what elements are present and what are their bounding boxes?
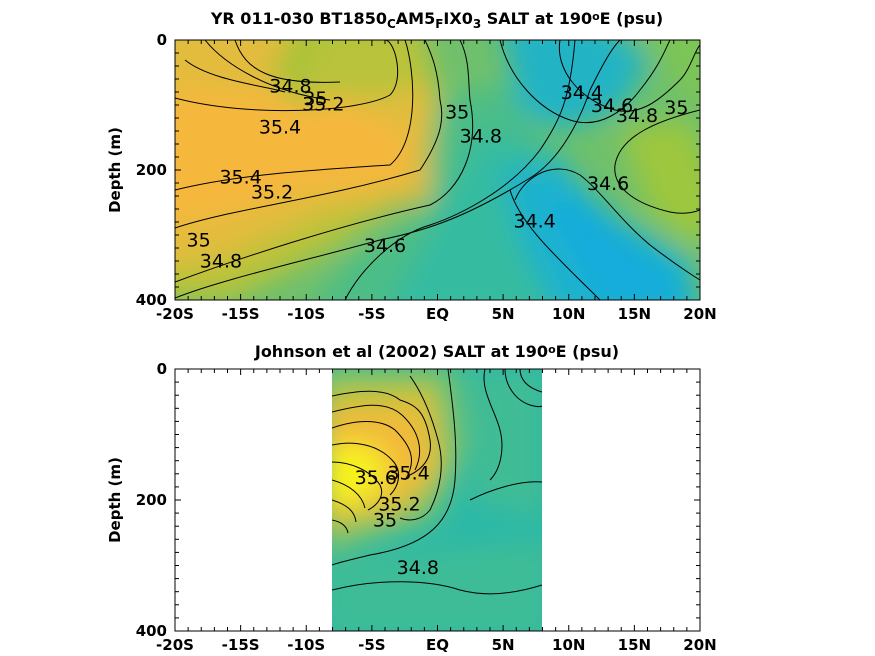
x-tick-label: 15N: [618, 636, 651, 654]
salinity-field-bottom: 35.435.6 35.235 34.8: [332, 369, 542, 631]
x-tick-label: 10N: [552, 636, 585, 654]
contour-label: 35.6: [355, 467, 397, 489]
x-tick-label: 5N: [492, 636, 515, 654]
y-tick-label: 200: [136, 161, 167, 179]
chart-title-bottom: Johnson et al (2002) SALT at 190oE (psu): [254, 342, 619, 361]
y-tick-label: 400: [136, 622, 167, 640]
y-tick-label: 400: [136, 291, 167, 309]
x-tick-label: -20S: [156, 636, 194, 654]
contour-label: 35.2: [378, 493, 420, 515]
x-tick-label: -10S: [287, 636, 325, 654]
chart-title-top: YR 011-030 BT1850CAM5FIX03 SALT at 190oE…: [210, 9, 663, 31]
contour-label: 34.8: [397, 557, 439, 579]
contour-label: 35: [303, 88, 327, 110]
contour-label: 34.4: [513, 211, 555, 233]
x-tick-label: 20N: [683, 305, 716, 323]
x-tick-label: 5N: [492, 305, 515, 323]
panel-top: YR 011-030 BT1850CAM5FIX03 SALT at 190oE…: [106, 9, 717, 323]
x-tick-label: -5S: [358, 305, 385, 323]
contour-label: 35: [664, 97, 688, 119]
contour-label: 35.4: [259, 116, 301, 138]
y-tick-label: 0: [157, 31, 167, 49]
x-tick-label: -15S: [222, 305, 260, 323]
contour-label: 35: [445, 102, 469, 124]
contour-label: 34.8: [200, 250, 242, 272]
x-tick-label: -5S: [358, 636, 385, 654]
x-tick-label: -15S: [222, 636, 260, 654]
x-tick-label: -10S: [287, 305, 325, 323]
y-tick-label: 200: [136, 491, 167, 509]
contour-label: 35.4: [387, 462, 429, 484]
salinity-field-top: 34.83535.235.435.435.23534.834.63534.834…: [175, 40, 700, 300]
x-tick-label: EQ: [426, 305, 449, 323]
y-tick-label: 0: [157, 360, 167, 378]
contour-label: 35.2: [302, 94, 344, 116]
contour-lines-bottom: [332, 369, 542, 595]
y-axis-label-top: Depth (m): [106, 127, 124, 213]
contour-lines-top: [175, 40, 700, 300]
panel-bottom: Johnson et al (2002) SALT at 190oE (psu): [106, 342, 717, 654]
contour-label: 35: [373, 510, 397, 532]
contour-label: 35: [187, 230, 211, 252]
contour-label: 35.4: [219, 167, 261, 189]
contour-label: 34.6: [587, 173, 629, 195]
y-axis-label-bottom: Depth (m): [106, 457, 124, 543]
contour-label: 35.2: [251, 181, 293, 203]
x-tick-label: 10N: [552, 305, 585, 323]
contour-label: 34.4: [561, 82, 603, 104]
x-tick-label: -20S: [156, 305, 194, 323]
contour-label: 34.8: [616, 105, 658, 127]
x-tick-label: 15N: [618, 305, 651, 323]
contour-label: 34.8: [269, 76, 311, 98]
contour-label: 34.8: [460, 126, 502, 148]
contour-label: 34.6: [591, 95, 633, 117]
x-tick-label: 20N: [683, 636, 716, 654]
contour-label: 34.6: [364, 235, 406, 257]
x-tick-label: EQ: [426, 636, 449, 654]
